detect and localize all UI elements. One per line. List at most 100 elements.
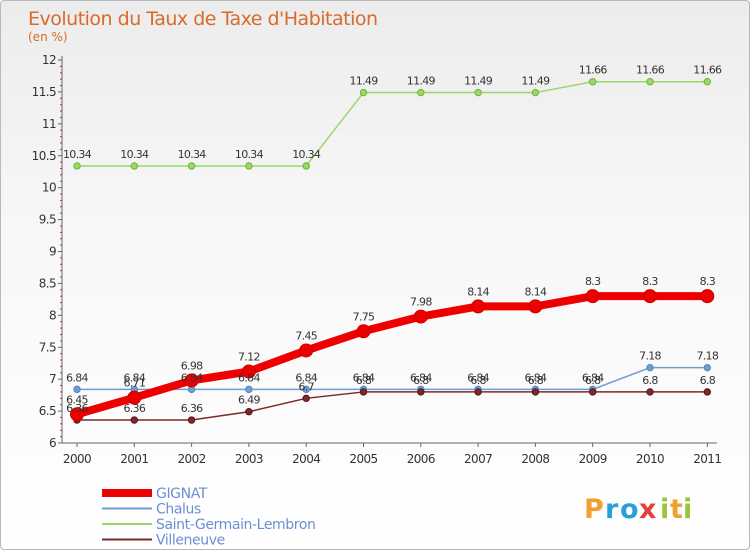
data-label: 6.71 [123, 377, 145, 390]
data-point [73, 162, 81, 170]
data-point [646, 363, 654, 372]
y-tick-label: 10.5 [32, 149, 56, 163]
legend-label: Villeneuve [156, 533, 225, 549]
data-label: 11.49 [521, 75, 550, 88]
y-tick-label: 9 [49, 245, 56, 259]
data-label: 11.49 [464, 75, 493, 88]
data-point [70, 407, 84, 422]
x-tick-label: 2007 [464, 452, 492, 466]
data-point [703, 363, 711, 372]
data-point [589, 388, 597, 396]
y-tick-label: 6 [49, 436, 56, 450]
data-label: 11.49 [350, 75, 379, 88]
data-point [646, 388, 654, 396]
x-tick-label: 2009 [579, 452, 607, 466]
data-point [302, 385, 310, 394]
data-label: 6.49 [238, 394, 260, 407]
data-point [130, 416, 139, 424]
data-point [700, 289, 715, 304]
data-label: 6.84 [238, 371, 260, 384]
data-label: 6.8 [356, 374, 372, 387]
y-tick-label: 7.5 [39, 340, 56, 354]
data-label: 11.66 [693, 64, 722, 77]
data-point [646, 78, 654, 86]
y-tick-label: 10 [42, 181, 56, 195]
data-label: 8.3 [642, 275, 658, 288]
series-line-saint-germain-lembron [76, 80, 709, 167]
series-line-chalus [76, 366, 709, 391]
data-point [187, 416, 196, 424]
data-label: 7.98 [410, 296, 432, 309]
data-point [245, 162, 253, 170]
data-label: 6.8 [470, 374, 486, 387]
data-point [187, 162, 196, 170]
y-tick-label: 12 [42, 53, 56, 67]
data-label: 6.84 [295, 371, 317, 384]
data-point [356, 324, 371, 339]
data-point [302, 162, 310, 170]
x-tick-label: 2005 [349, 452, 377, 466]
data-label: 11.66 [636, 64, 665, 77]
data-point [417, 88, 425, 97]
data-label: 7.75 [353, 310, 375, 323]
data-point [531, 88, 540, 97]
legend: GIGNATChalusSaint-Germain-LembronVillene… [102, 486, 316, 549]
x-tick-label: 2002 [178, 452, 206, 466]
data-label: 10.34 [63, 148, 92, 161]
data-label: 8.3 [585, 275, 601, 288]
data-label: 7.18 [639, 350, 661, 363]
logo-letter: P [584, 494, 604, 525]
y-tick-label: 8.5 [39, 276, 56, 290]
chart-subtitle: (en %) [28, 30, 68, 44]
data-point [643, 289, 657, 304]
data-point [359, 88, 368, 97]
y-tick-label: 6.5 [39, 404, 56, 418]
data-point [299, 343, 314, 358]
logo-letter: i [660, 494, 669, 525]
data-point [417, 388, 425, 396]
series-line-villeneuve [76, 391, 709, 421]
data-label: 6.84 [181, 371, 203, 384]
data-label: 8.14 [525, 285, 547, 298]
data-point [528, 299, 543, 314]
data-label: 6.36 [66, 402, 88, 415]
data-point [474, 88, 482, 97]
data-label: 6.84 [66, 371, 88, 384]
data-label: 6.36 [181, 402, 203, 415]
data-label: 7.12 [238, 351, 260, 364]
data-label: 6.8 [528, 374, 544, 387]
data-labels: 6.45 6.71 6.98 7.12 7.45 7.75 7.98 8.14 8.14 8.3 8… [63, 64, 723, 415]
data-label: 6.84 [123, 371, 145, 384]
data-point [130, 162, 139, 170]
x-tick-label: 2004 [292, 452, 320, 466]
y-tick-label: 11.5 [32, 85, 56, 99]
chart-title: Evolution du Taux de Taxe d'Habitation [28, 8, 378, 30]
data-label: 6.8 [585, 374, 601, 387]
data-label: 6.7 [298, 380, 314, 393]
data-label: 6.8 [700, 374, 716, 387]
legend-label: GIGNAT [156, 486, 208, 502]
x-tick-label: 2001 [120, 452, 148, 466]
legend-label: Saint-Germain-Lembron [156, 517, 315, 533]
x-tick-label: 2010 [636, 452, 664, 466]
y-tick-label: 11 [42, 117, 56, 131]
data-label: 11.49 [407, 75, 436, 88]
data-label: 6.8 [413, 374, 429, 387]
data-point [703, 388, 711, 396]
data-point [241, 364, 256, 379]
logo-letter: x [639, 494, 656, 525]
data-label: 6.8 [642, 374, 658, 387]
data-label: 7.18 [696, 350, 718, 363]
data-label: 6.84 [467, 371, 489, 384]
data-point [703, 78, 711, 86]
data-label: 11.66 [579, 64, 608, 77]
data-label: 7.45 [295, 329, 317, 342]
data-point [471, 299, 486, 314]
data-label: 8.3 [700, 275, 716, 288]
logo-letter: r [605, 494, 619, 525]
axes: 6 6.5 7 7.5 8 8.5 9 9.5 10 10.5 11 11.5 12 2000 2001 20… [32, 53, 722, 466]
x-tick-label: 2003 [235, 452, 263, 466]
data-point [413, 309, 428, 324]
